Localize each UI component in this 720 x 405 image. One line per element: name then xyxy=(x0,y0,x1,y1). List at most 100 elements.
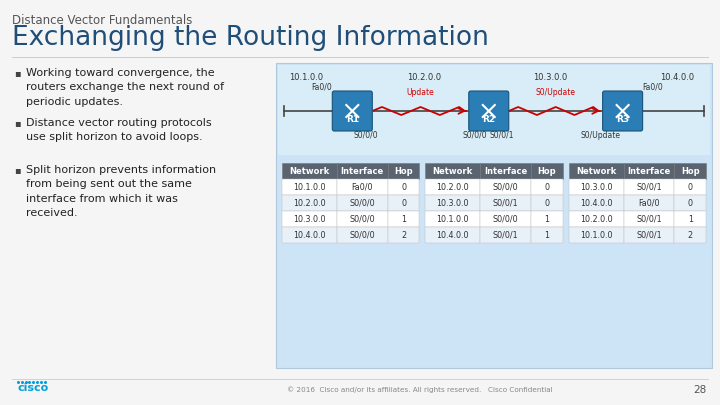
Bar xyxy=(337,195,388,211)
Bar xyxy=(531,163,562,179)
Text: 10.3.0.0: 10.3.0.0 xyxy=(534,73,567,82)
Text: Fa0/0: Fa0/0 xyxy=(351,183,373,192)
Bar xyxy=(624,211,675,227)
Bar xyxy=(282,211,337,227)
Text: 0: 0 xyxy=(544,183,549,192)
Text: 10.3.0.0: 10.3.0.0 xyxy=(436,198,469,207)
Text: Network: Network xyxy=(289,166,330,175)
Text: R3: R3 xyxy=(616,115,629,124)
Bar xyxy=(282,163,337,179)
Bar xyxy=(675,211,706,227)
Text: S0/Update: S0/Update xyxy=(536,88,576,97)
Text: Fa0/0: Fa0/0 xyxy=(638,198,660,207)
Text: S0/0/1: S0/0/1 xyxy=(490,131,514,140)
Text: R1: R1 xyxy=(346,115,359,124)
Bar xyxy=(282,227,337,243)
Bar xyxy=(675,227,706,243)
Text: Split horizon prevents information
from being sent out the same
interface from w: Split horizon prevents information from … xyxy=(26,165,216,218)
Text: Hop: Hop xyxy=(681,166,700,175)
Text: 10.4.0.0: 10.4.0.0 xyxy=(436,230,469,239)
Bar xyxy=(426,227,480,243)
Bar xyxy=(426,163,480,179)
Text: ▪: ▪ xyxy=(14,68,21,78)
Bar xyxy=(337,227,388,243)
Bar xyxy=(337,163,388,179)
Text: S0/0/0: S0/0/0 xyxy=(349,230,375,239)
Bar xyxy=(480,211,531,227)
Text: S0/0/0: S0/0/0 xyxy=(493,215,518,224)
Bar xyxy=(624,195,675,211)
FancyBboxPatch shape xyxy=(469,91,509,131)
Text: 10.2.0.0: 10.2.0.0 xyxy=(580,215,613,224)
Text: S0/0/1: S0/0/1 xyxy=(636,215,662,224)
Text: Working toward convergence, the
routers exchange the next round of
periodic upda: Working toward convergence, the routers … xyxy=(26,68,224,107)
Text: S0/0/1: S0/0/1 xyxy=(636,183,662,192)
Bar xyxy=(278,65,710,155)
Text: S0/0/0: S0/0/0 xyxy=(354,131,378,140)
Text: 10.2.0.0: 10.2.0.0 xyxy=(293,198,325,207)
Text: 10.2.0.0: 10.2.0.0 xyxy=(407,73,441,82)
Text: Hop: Hop xyxy=(538,166,556,175)
Text: cisco: cisco xyxy=(18,383,49,393)
Text: Network: Network xyxy=(576,166,616,175)
Bar xyxy=(388,195,419,211)
FancyBboxPatch shape xyxy=(603,91,643,131)
Text: 2: 2 xyxy=(688,230,693,239)
Bar xyxy=(388,227,419,243)
Bar xyxy=(426,195,480,211)
Text: 0: 0 xyxy=(688,183,693,192)
Bar xyxy=(276,63,712,368)
Text: 1: 1 xyxy=(401,215,406,224)
Text: S0/0/0: S0/0/0 xyxy=(349,198,375,207)
Bar xyxy=(337,179,388,195)
Text: ▪: ▪ xyxy=(14,165,21,175)
Bar xyxy=(624,179,675,195)
Text: S0/0/1: S0/0/1 xyxy=(493,198,518,207)
Text: Interface: Interface xyxy=(484,166,527,175)
Text: 10.1.0.0: 10.1.0.0 xyxy=(436,215,469,224)
Text: 10.1.0.0: 10.1.0.0 xyxy=(293,183,325,192)
Text: 10.1.0.0: 10.1.0.0 xyxy=(289,73,323,82)
Text: Interface: Interface xyxy=(627,166,670,175)
Bar xyxy=(480,195,531,211)
Text: 10.3.0.0: 10.3.0.0 xyxy=(293,215,325,224)
Text: Update: Update xyxy=(407,88,434,97)
FancyBboxPatch shape xyxy=(333,91,372,131)
Bar xyxy=(624,163,675,179)
Text: S0/0/0: S0/0/0 xyxy=(349,215,375,224)
Text: Interface: Interface xyxy=(341,166,384,175)
Bar xyxy=(531,211,562,227)
Text: 10.4.0.0: 10.4.0.0 xyxy=(293,230,325,239)
Bar xyxy=(337,211,388,227)
Text: S0/0/0: S0/0/0 xyxy=(462,131,487,140)
Text: © 2016  Cisco and/or its affiliates. All rights reserved.   Cisco Confidential: © 2016 Cisco and/or its affiliates. All … xyxy=(287,387,553,393)
Bar xyxy=(388,179,419,195)
Bar xyxy=(569,163,624,179)
Text: S0/0/1: S0/0/1 xyxy=(493,230,518,239)
Bar xyxy=(675,195,706,211)
Bar xyxy=(569,211,624,227)
Bar xyxy=(569,195,624,211)
Bar xyxy=(624,227,675,243)
Bar xyxy=(282,179,337,195)
Bar xyxy=(531,195,562,211)
Text: Exchanging the Routing Information: Exchanging the Routing Information xyxy=(12,25,489,51)
Bar xyxy=(531,227,562,243)
Text: 10.3.0.0: 10.3.0.0 xyxy=(580,183,613,192)
Bar xyxy=(426,211,480,227)
Text: Hop: Hop xyxy=(395,166,413,175)
Text: 2: 2 xyxy=(401,230,406,239)
Text: 10.4.0.0: 10.4.0.0 xyxy=(660,73,694,82)
Bar xyxy=(480,163,531,179)
Text: 0: 0 xyxy=(544,198,549,207)
Bar xyxy=(388,163,419,179)
Text: ▪: ▪ xyxy=(14,118,21,128)
Bar xyxy=(388,211,419,227)
Bar xyxy=(569,179,624,195)
Bar xyxy=(480,227,531,243)
Text: 0: 0 xyxy=(401,183,406,192)
Text: 0: 0 xyxy=(688,198,693,207)
Bar xyxy=(531,179,562,195)
Text: S0/Update: S0/Update xyxy=(580,131,621,140)
Text: Network: Network xyxy=(433,166,473,175)
